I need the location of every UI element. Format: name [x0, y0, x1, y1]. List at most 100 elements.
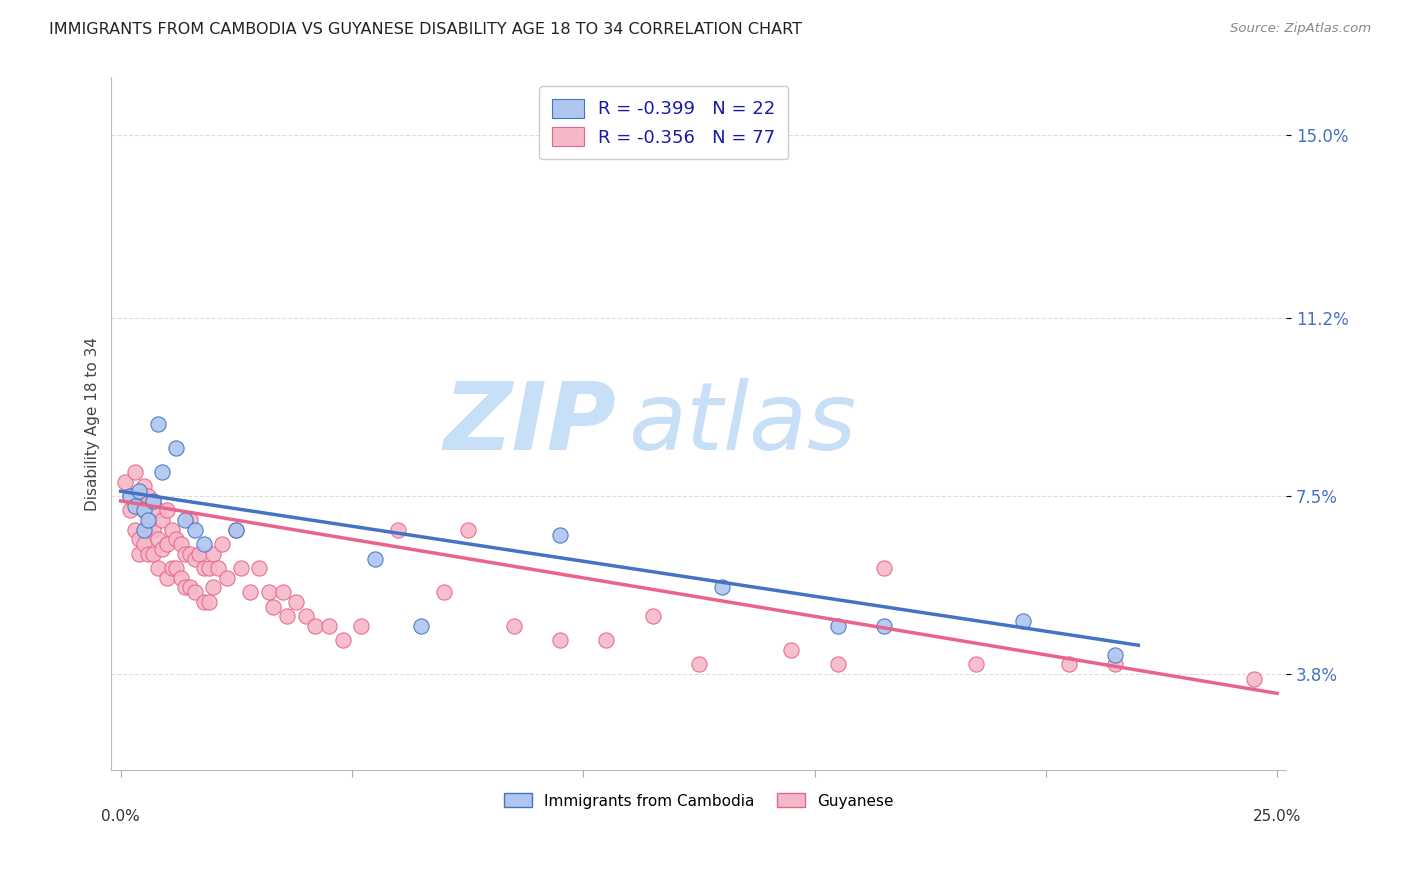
- Point: [294, 609, 316, 624]
- Point: [179, 513, 201, 527]
- Point: [457, 523, 479, 537]
- Point: [146, 417, 169, 431]
- Point: [711, 581, 734, 595]
- Point: [965, 657, 987, 672]
- Point: [142, 494, 165, 508]
- Text: IMMIGRANTS FROM CAMBODIA VS GUYANESE DISABILITY AGE 18 TO 34 CORRELATION CHART: IMMIGRANTS FROM CAMBODIA VS GUYANESE DIS…: [49, 22, 803, 37]
- Point: [193, 561, 215, 575]
- Point: [433, 585, 456, 599]
- Point: [142, 494, 165, 508]
- Point: [225, 523, 247, 537]
- Point: [165, 533, 187, 547]
- Point: [193, 537, 215, 551]
- Point: [285, 595, 308, 609]
- Legend: Immigrants from Cambodia, Guyanese: Immigrants from Cambodia, Guyanese: [498, 788, 900, 814]
- Point: [827, 619, 849, 633]
- Point: [215, 571, 238, 585]
- Point: [124, 465, 146, 479]
- Point: [114, 475, 136, 489]
- Point: [142, 547, 165, 561]
- Point: [150, 541, 173, 556]
- Point: [257, 585, 280, 599]
- Point: [1243, 672, 1265, 686]
- Point: [271, 585, 294, 599]
- Point: [165, 561, 187, 575]
- Text: 25.0%: 25.0%: [1253, 809, 1302, 824]
- Point: [411, 619, 433, 633]
- Point: [146, 503, 169, 517]
- Point: [156, 537, 179, 551]
- Point: [229, 561, 252, 575]
- Point: [174, 547, 197, 561]
- Point: [595, 633, 617, 648]
- Point: [170, 537, 193, 551]
- Point: [318, 619, 340, 633]
- Point: [146, 533, 169, 547]
- Point: [225, 523, 247, 537]
- Point: [132, 479, 155, 493]
- Point: [174, 513, 197, 527]
- Point: [197, 595, 219, 609]
- Point: [174, 581, 197, 595]
- Point: [239, 585, 262, 599]
- Point: [138, 489, 160, 503]
- Point: [387, 523, 409, 537]
- Point: [138, 547, 160, 561]
- Point: [183, 523, 205, 537]
- Point: [249, 561, 271, 575]
- Point: [641, 609, 664, 624]
- Point: [156, 571, 179, 585]
- Point: [132, 503, 155, 517]
- Point: [128, 533, 150, 547]
- Point: [150, 513, 173, 527]
- Point: [118, 503, 141, 517]
- Point: [128, 499, 150, 513]
- Point: [142, 523, 165, 537]
- Point: [202, 581, 225, 595]
- Point: [156, 503, 179, 517]
- Point: [183, 585, 205, 599]
- Point: [132, 523, 155, 537]
- Point: [304, 619, 326, 633]
- Point: [350, 619, 373, 633]
- Point: [179, 547, 201, 561]
- Point: [138, 513, 160, 527]
- Point: [1011, 614, 1033, 628]
- Point: [128, 547, 150, 561]
- Point: [179, 581, 201, 595]
- Point: [124, 499, 146, 513]
- Point: [780, 643, 803, 657]
- Point: [332, 633, 354, 648]
- Point: [138, 517, 160, 532]
- Point: [873, 619, 896, 633]
- Point: [146, 561, 169, 575]
- Point: [188, 547, 211, 561]
- Point: [262, 599, 284, 614]
- Point: [548, 527, 571, 541]
- Point: [502, 619, 524, 633]
- Point: [364, 551, 387, 566]
- Point: [688, 657, 710, 672]
- Point: [124, 523, 146, 537]
- Point: [207, 561, 229, 575]
- Point: [160, 561, 183, 575]
- Text: atlas: atlas: [628, 378, 856, 469]
- Text: Source: ZipAtlas.com: Source: ZipAtlas.com: [1230, 22, 1371, 36]
- Y-axis label: Disability Age 18 to 34: Disability Age 18 to 34: [86, 337, 100, 511]
- Text: 0.0%: 0.0%: [101, 809, 141, 824]
- Point: [197, 561, 219, 575]
- Point: [827, 657, 849, 672]
- Point: [132, 503, 155, 517]
- Point: [118, 489, 141, 503]
- Point: [1104, 657, 1126, 672]
- Point: [150, 465, 173, 479]
- Point: [170, 571, 193, 585]
- Point: [118, 489, 141, 503]
- Point: [160, 523, 183, 537]
- Point: [276, 609, 298, 624]
- Point: [1104, 648, 1126, 662]
- Point: [202, 547, 225, 561]
- Point: [873, 561, 896, 575]
- Point: [183, 551, 205, 566]
- Point: [193, 595, 215, 609]
